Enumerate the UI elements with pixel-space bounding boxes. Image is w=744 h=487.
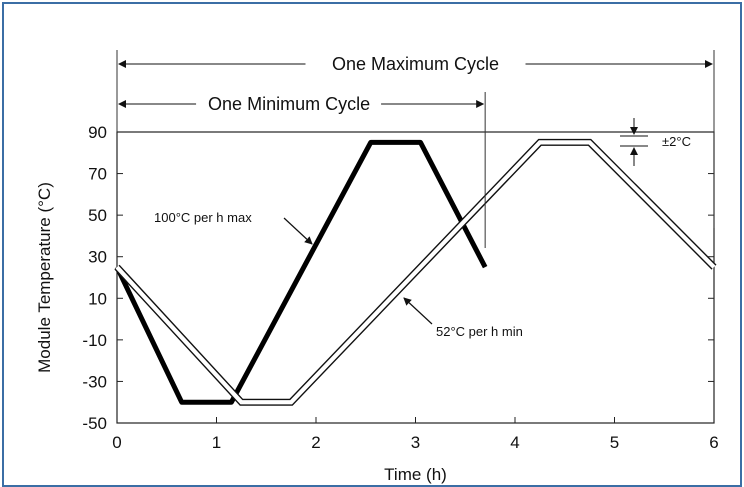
rate-min-label: 52°C per h min: [436, 324, 523, 339]
rate-max-label: 100°C per h max: [154, 210, 252, 225]
x-tick-label: 2: [311, 433, 320, 452]
max-cycle-label: One Maximum Cycle: [332, 54, 499, 74]
x-tick-label: 4: [510, 433, 519, 452]
annotations-layer: One Maximum Cycle One Minimum Cycle 100°C …: [116, 50, 715, 339]
min-cycle-label: One Minimum Cycle: [208, 94, 370, 114]
y-tick-label: 50: [88, 206, 107, 225]
x-tick-label: 5: [610, 433, 619, 452]
y-axis-title: Module Temperature (°C): [35, 182, 54, 373]
axes: 90 70 50 30 10 -10 -30 -50 0 1 2 3 4 5 6 Time (h) Module…: [35, 123, 719, 484]
x-axis-title: Time (h): [384, 465, 447, 484]
y-tick-label: -10: [82, 331, 107, 350]
x-tick-label: 0: [112, 433, 121, 452]
series-line-inner-maximum_cycle: [115, 140, 716, 405]
series-line-minimum_cycle: [114, 139, 488, 405]
series-layer: [114, 138, 717, 406]
x-tick-label: 6: [709, 433, 718, 452]
temperature-cycle-chart: 90 70 50 30 10 -10 -30 -50 0 1 2 3 4 5 6 Time (h) Module…: [35, 50, 719, 484]
x-tick-label: 3: [411, 433, 420, 452]
tolerance-label: ±2°C: [662, 134, 691, 149]
y-tick-label: -30: [82, 372, 107, 391]
rate-max-pointer: [283, 217, 313, 245]
y-tick-label: 90: [88, 123, 107, 142]
y-tick-label: 30: [88, 248, 107, 267]
rate-min-pointer: [403, 297, 433, 325]
y-tick-label: -50: [82, 414, 107, 433]
y-tick-label: 70: [88, 165, 107, 184]
y-tick-label: 10: [88, 289, 107, 308]
x-tick-label: 1: [212, 433, 221, 452]
